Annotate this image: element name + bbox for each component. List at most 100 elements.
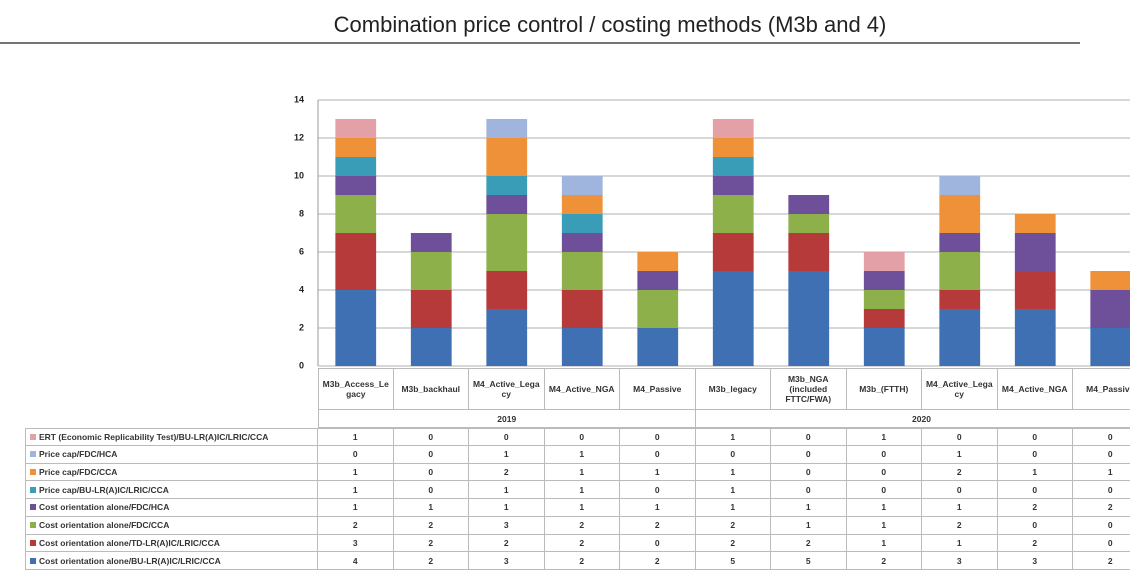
table-value: 2 — [620, 552, 696, 570]
table-value: 0 — [922, 481, 998, 499]
legend-swatch — [30, 557, 36, 564]
table-value: 4 — [318, 552, 394, 570]
table-value: 1 — [695, 463, 771, 482]
table-value: 2 — [1073, 499, 1130, 517]
bar-segment — [1014, 233, 1056, 271]
bar-segment — [486, 195, 528, 214]
legend-swatch — [30, 486, 36, 493]
table-value: 1 — [922, 499, 998, 517]
bar-segment — [939, 252, 981, 290]
x-tick-label: M3b_Access_Legacy — [318, 368, 394, 410]
x-tick-label: M4_Active_Legacy — [922, 368, 998, 410]
legend-label: Cost orientation alone/FDC/CCA — [39, 520, 170, 531]
group-label: 2019 — [318, 410, 696, 428]
bar-segment — [788, 195, 830, 214]
bar-segment — [712, 157, 754, 176]
table-value: 2 — [393, 552, 469, 570]
legend-entry: Cost orientation alone/FDC/CCA — [25, 516, 318, 535]
table-value: 3 — [469, 516, 545, 535]
bar-segment — [561, 176, 603, 195]
table-value: 1 — [469, 445, 545, 464]
table-value: 1 — [544, 445, 620, 464]
bar-segment — [335, 290, 377, 366]
table-value: 2 — [771, 534, 847, 553]
table-value: 1 — [469, 481, 545, 499]
table-value: 3 — [997, 552, 1073, 570]
table-value: 0 — [620, 445, 696, 464]
table-value: 1 — [318, 428, 394, 446]
bar-segment — [637, 328, 679, 366]
legend-entry: Price cap/FDC/HCA — [25, 445, 318, 464]
y-tick-label: 14 — [294, 94, 304, 104]
bar-segment — [788, 214, 830, 233]
table-value: 0 — [1073, 446, 1130, 464]
bar-segment — [939, 309, 981, 366]
table-value: 1 — [771, 516, 847, 535]
x-tick-label: M3b_(FTTH) — [846, 368, 922, 410]
bar-segment — [410, 252, 452, 290]
bar-segment — [863, 252, 905, 271]
table-value: 0 — [393, 445, 469, 464]
table-value: 0 — [1073, 535, 1130, 553]
legend-label: Cost orientation alone/FDC/HCA — [39, 502, 170, 513]
table-value: 1 — [997, 463, 1073, 482]
table-value: 0 — [846, 445, 922, 464]
bar-segment — [561, 214, 603, 233]
table-value: 0 — [771, 463, 847, 482]
x-tick-label: M4_Passive — [620, 368, 696, 410]
bar-segment — [1014, 309, 1056, 366]
table-value: 1 — [544, 463, 620, 482]
bar-segment — [939, 176, 981, 195]
legend-entry: Price cap/BU-LR(A)IC/LRIC/CCA — [25, 481, 318, 499]
table-value: 1 — [922, 534, 998, 553]
bar-segment — [410, 233, 452, 252]
table-value: 2 — [1073, 552, 1130, 570]
table-value: 2 — [997, 534, 1073, 553]
table-value: 2 — [393, 516, 469, 535]
bar-segment — [486, 214, 528, 271]
table-value: 1 — [318, 481, 394, 499]
table-value: 3 — [922, 552, 998, 570]
bar-segment — [939, 290, 981, 309]
legend-label: ERT (Economic Replicability Test)/BU-LR(… — [39, 431, 269, 442]
bar-segment — [335, 195, 377, 233]
bar-segment — [486, 119, 528, 138]
table-value: 0 — [620, 534, 696, 553]
y-tick-label: 10 — [294, 170, 304, 180]
legend-entry: Cost orientation alone/FDC/HCA — [25, 499, 318, 517]
legend-entry: Price cap/FDC/CCA — [25, 463, 318, 482]
bar-segment — [486, 271, 528, 309]
table-value: 0 — [393, 481, 469, 499]
legend-label: Price cap/BU-LR(A)IC/LRIC/CCA — [39, 484, 169, 495]
table-value: 2 — [544, 552, 620, 570]
table-value: 5 — [771, 552, 847, 570]
legend-swatch — [30, 539, 36, 546]
bar-segment — [863, 328, 905, 366]
table-value: 1 — [846, 534, 922, 553]
table-value: 0 — [771, 481, 847, 499]
table-value: 2 — [544, 516, 620, 535]
x-tick-label: M3b_legacy — [695, 368, 771, 410]
table-value: 2 — [620, 516, 696, 535]
bar-segment — [712, 119, 754, 138]
table-value: 1 — [469, 499, 545, 517]
bar-segment — [335, 119, 377, 138]
bar-segment — [788, 233, 830, 271]
table-value: 1 — [620, 463, 696, 482]
table-value: 1 — [393, 499, 469, 517]
table-value: 0 — [771, 445, 847, 464]
table-value: 2 — [318, 516, 394, 535]
bar-segment — [863, 290, 905, 309]
bar-segment — [486, 309, 528, 366]
legend-swatch — [30, 504, 36, 511]
bar-segment — [939, 233, 981, 252]
table-value: 1 — [846, 499, 922, 517]
x-tick-label: M3b_backhaul — [393, 368, 469, 410]
table-value: 0 — [544, 428, 620, 446]
legend-entry: Cost orientation alone/BU-LR(A)IC/LRIC/C… — [25, 552, 318, 570]
legend-swatch — [30, 433, 36, 440]
table-value: 2 — [393, 534, 469, 553]
table-value: 1 — [846, 516, 922, 535]
y-tick-label: 8 — [299, 208, 304, 218]
